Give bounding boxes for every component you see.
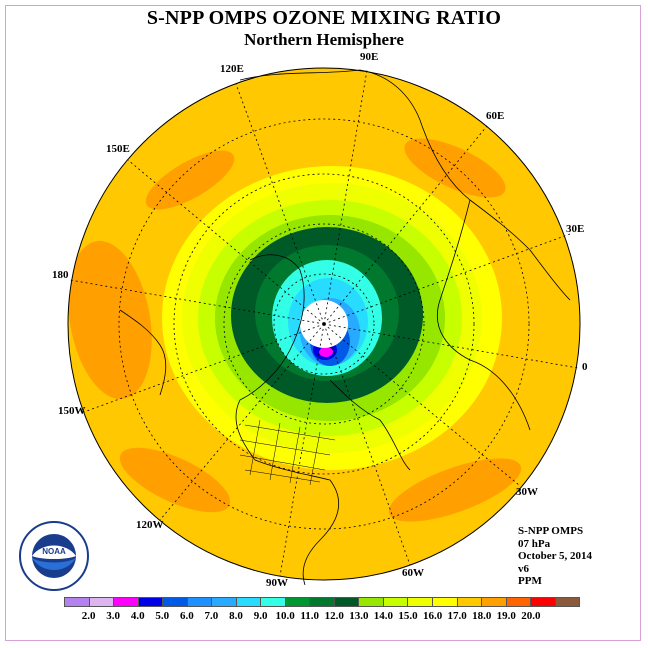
colorbar-tick-label: 6.0 [179, 610, 194, 622]
info-level: 07 hPa [518, 537, 551, 550]
lon-label-60e: 60E [486, 110, 504, 122]
lon-label-30e: 30E [566, 223, 584, 235]
lon-label-90e: 90E [360, 51, 378, 63]
colorbar-swatch [482, 598, 507, 606]
colorbar-swatch [212, 598, 237, 606]
colorbar-swatch [114, 598, 139, 606]
info-version: v6 [518, 562, 529, 575]
band-4-5 [319, 347, 333, 357]
lon-label-30w: 30W [516, 486, 538, 498]
colorbar-tick-label: 19.0 [496, 610, 516, 622]
meridian-30e [323, 233, 571, 325]
colorbar-swatch [555, 598, 580, 606]
logo-water [32, 558, 76, 570]
colorbar-swatch [261, 598, 286, 606]
latitude-circle [273, 273, 375, 375]
lon-label-150e: 150E [106, 143, 130, 155]
map-subtitle: Northern Hemisphere [244, 30, 404, 49]
lon-label-90w: 90W [266, 577, 288, 589]
lon-label-120w: 120W [136, 519, 164, 531]
latitude-circle [118, 118, 530, 530]
colorbar-tick-label: 13.0 [349, 610, 369, 622]
colorbar-swatch [457, 598, 483, 606]
ozone-field [68, 68, 580, 580]
band-17-18-patch [388, 458, 522, 522]
colorbar-tick-label: 9.0 [253, 610, 268, 622]
colorbar-swatch [531, 598, 556, 606]
colorbar-tick-label: 12.0 [324, 610, 344, 622]
info-instrument: S-NPP OMPS [518, 525, 584, 537]
lon-label-0: 0 [582, 361, 588, 373]
lon-label-180: 180 [52, 269, 69, 281]
map-title: S-NPP OMPS OZONE MIXING RATIO [146, 7, 502, 29]
colorbar-swatch [236, 598, 262, 606]
colorbar-tick-label: 16.0 [422, 610, 443, 622]
colorbar-tick-label: 11.0 [300, 610, 320, 622]
colorbar-tick-label: 20.0 [521, 610, 541, 622]
colorbar-tick-label: 10.0 [275, 610, 295, 622]
colorbar-swatch [187, 598, 213, 606]
colorbar-tick-label: 8.0 [229, 610, 243, 622]
band-17-18-patch [68, 240, 152, 400]
colorbar-swatch [408, 598, 433, 606]
colorbar-swatch [89, 598, 115, 606]
colorbar-swatch [285, 598, 311, 606]
coastlines [119, 69, 571, 586]
latitude-circle [173, 173, 475, 475]
colorbar-swatch [506, 598, 532, 606]
colorbar-tick-label: 7.0 [204, 610, 219, 622]
colorbar-swatch [359, 598, 384, 606]
colorbar-swatch [163, 598, 188, 606]
colorbar-tick-label: 18.0 [472, 610, 492, 622]
info-block: S-NPP OMPS 07 hPa October 5, 2014 v6 PPM [518, 525, 592, 588]
band-17-18-patch [119, 447, 231, 513]
lon-label-120e: 120E [220, 63, 244, 75]
colorbar-swatch [138, 598, 164, 606]
info-units: PPM [518, 575, 542, 587]
colorbar-tick-label: 17.0 [447, 610, 467, 622]
band-17-18-patch [145, 150, 235, 210]
band-17-18-patch [404, 138, 506, 198]
latitude-circle [223, 223, 425, 425]
map-boundary [67, 67, 581, 581]
logo-bird [32, 545, 76, 559]
colorbar-ticks: 2.0 3.0 4.0 5.0 6.0 7.0 8.0 9.0 10.0 11.0 12.0 13.0… [48, 610, 600, 624]
colorbar-tick-label: 2.0 [81, 610, 96, 622]
colorbar-swatch [432, 598, 458, 606]
colorbar-swatch [383, 598, 409, 606]
colorbar-swatch [65, 598, 90, 606]
colorbar [64, 597, 580, 607]
colorbar-tick-label: 14.0 [373, 610, 394, 622]
colorbar-swatch [334, 598, 360, 606]
meridians [69, 69, 579, 577]
lon-label-150w: 150W [58, 405, 86, 417]
logo-text: NOAA [42, 547, 66, 556]
lon-label-60w: 60W [402, 567, 424, 579]
latitude-circles [118, 118, 530, 530]
colorbar-tick-label: 15.0 [398, 610, 418, 622]
colorbar-tick-label: 4.0 [130, 610, 145, 622]
colorbar-tick-label: 3.0 [106, 610, 121, 622]
noaa-logo: NOAA [19, 521, 89, 591]
info-date: October 5, 2014 [518, 550, 593, 562]
colorbar-swatch [310, 598, 335, 606]
us-states-grid [239, 419, 336, 486]
colorbar-tick-label: 5.0 [155, 610, 170, 622]
meridian-30w [323, 323, 520, 486]
